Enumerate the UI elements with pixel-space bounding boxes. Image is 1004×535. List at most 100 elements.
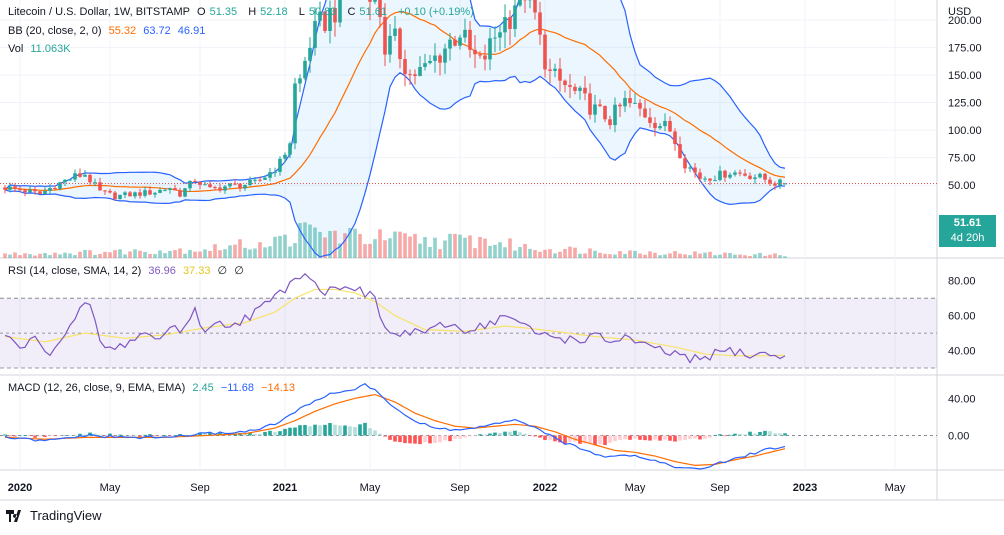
price-tick-label: 150.00 <box>948 70 982 82</box>
macd-hist-bar <box>318 425 322 436</box>
volume-bar <box>58 254 62 258</box>
volume-bar <box>43 253 47 258</box>
macd-hist-bar <box>753 433 757 436</box>
candle-body <box>93 182 97 184</box>
macd-hist-bar <box>708 435 712 438</box>
price-change: +0.10 (+0.19%) <box>398 6 474 18</box>
volume-bar <box>253 248 257 258</box>
candle-body <box>323 11 327 31</box>
macd-hist-bar <box>203 432 207 436</box>
macd-hist-bar <box>728 434 732 436</box>
volume-bar <box>403 233 407 258</box>
macd-hist-bar <box>388 435 392 440</box>
macd-hist-bar <box>463 435 467 438</box>
macd-hist-bar <box>623 435 627 440</box>
candle-body <box>488 38 492 60</box>
candle-body <box>478 54 482 56</box>
volume-bar <box>778 255 782 258</box>
candle-body <box>693 167 697 173</box>
time-tick-label: 2022 <box>533 482 557 494</box>
volume-bar <box>213 244 217 258</box>
macd-hist-bar <box>253 433 257 436</box>
volume-bar <box>278 235 282 258</box>
macd-hist-bar <box>18 435 22 437</box>
macd-hist-bar <box>313 424 317 436</box>
candle-body <box>703 178 707 180</box>
candle-body <box>43 190 47 195</box>
ohlc-open: O 51.35 <box>197 6 238 18</box>
candle-body <box>748 175 752 179</box>
volume-bar <box>208 250 212 258</box>
volume-bar <box>83 249 87 258</box>
macd-hist-bar <box>538 435 542 438</box>
volume-bar <box>628 250 632 258</box>
macd-hist-bar <box>118 434 122 436</box>
candle-body <box>533 0 537 13</box>
macd-hist-bar <box>343 425 347 436</box>
candle-body <box>13 186 17 189</box>
bb-basis-line <box>4 11 786 193</box>
candle-body <box>313 20 317 48</box>
candle-body <box>503 17 507 33</box>
volume-bar <box>773 253 777 258</box>
macd-hist-bar <box>243 433 247 436</box>
macd-hist-bar <box>383 435 387 437</box>
volume-bar <box>53 252 57 258</box>
volume-bar <box>288 246 292 258</box>
candle-body <box>498 32 502 38</box>
macd-hist-bar <box>723 435 727 437</box>
price-tick-label: 175.00 <box>948 42 982 54</box>
volume-bar <box>508 238 512 258</box>
macd-hist-bar <box>783 433 787 436</box>
macd-tick-label: 0.00 <box>948 431 969 443</box>
macd-hist-bar <box>768 431 772 436</box>
tradingview-brand[interactable]: TradingView <box>6 508 102 523</box>
macd-hist-bar <box>43 435 47 437</box>
candle-body <box>273 171 277 173</box>
macd-hist-bar <box>698 435 702 440</box>
rsi-sma-value: 37.33 <box>182 265 211 277</box>
macd-hist-bar <box>458 435 462 439</box>
volume-bar <box>353 228 357 258</box>
candle-body <box>98 182 102 191</box>
candle-body <box>118 194 122 200</box>
volume-bar <box>238 239 242 258</box>
macd-hist-bar <box>113 435 117 437</box>
volume-bar <box>523 243 527 258</box>
macd-hist-bar <box>613 435 617 442</box>
candle-body <box>328 8 332 31</box>
vol-legend: Vol 11.063K <box>8 43 75 55</box>
volume-bar <box>673 251 677 258</box>
volume-bar <box>388 238 392 258</box>
volume-bar <box>593 250 597 258</box>
macd-hist-bar <box>763 430 767 436</box>
volume-bar <box>563 248 567 258</box>
candle-body <box>573 86 577 91</box>
candle-body <box>208 184 212 188</box>
volume-bar <box>33 255 37 258</box>
volume-bar <box>463 237 467 258</box>
macd-hist-bar <box>63 435 67 436</box>
macd-hist-bar <box>628 435 632 440</box>
macd-hist-bar <box>138 435 142 437</box>
ohlc-low: L 50.83 <box>298 6 337 18</box>
time-tick-label: Sep <box>450 482 470 494</box>
macd-hist-bar <box>683 435 687 440</box>
candle-body <box>658 126 662 129</box>
candle-body <box>773 183 777 186</box>
volume-bar <box>573 247 577 258</box>
volume-bar <box>398 231 402 258</box>
candle-countdown: 4d 20h <box>950 232 985 244</box>
macd-hist-bar <box>133 435 137 436</box>
candle-body <box>783 183 787 185</box>
volume-bar <box>718 254 722 258</box>
bb-basis-value: 55.32 <box>108 25 137 37</box>
macd-hist-bar <box>258 433 262 436</box>
candle-body <box>593 104 597 115</box>
macd-hist-bar <box>263 431 267 436</box>
volume-bar <box>283 234 287 258</box>
ohlc-close: C 51.61 <box>347 6 387 18</box>
macd-hist-bar <box>293 427 297 436</box>
volume-bar <box>8 254 12 258</box>
